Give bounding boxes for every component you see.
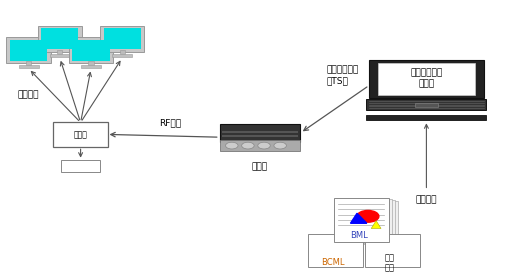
FancyBboxPatch shape bbox=[53, 122, 108, 147]
FancyBboxPatch shape bbox=[103, 28, 141, 49]
FancyBboxPatch shape bbox=[378, 64, 475, 95]
FancyBboxPatch shape bbox=[308, 234, 363, 267]
Text: ・エンコード
・TS化: ・エンコード ・TS化 bbox=[327, 66, 359, 85]
Text: 素材登録: 素材登録 bbox=[415, 196, 437, 205]
Text: RF出力: RF出力 bbox=[159, 118, 181, 127]
FancyBboxPatch shape bbox=[343, 201, 398, 244]
FancyBboxPatch shape bbox=[365, 234, 420, 267]
FancyBboxPatch shape bbox=[100, 26, 144, 52]
FancyBboxPatch shape bbox=[72, 39, 110, 60]
FancyBboxPatch shape bbox=[10, 39, 47, 60]
FancyBboxPatch shape bbox=[38, 26, 82, 52]
Text: BML: BML bbox=[350, 231, 368, 240]
FancyBboxPatch shape bbox=[222, 135, 298, 137]
FancyBboxPatch shape bbox=[222, 131, 298, 133]
FancyBboxPatch shape bbox=[50, 54, 70, 57]
FancyBboxPatch shape bbox=[337, 199, 392, 242]
FancyBboxPatch shape bbox=[41, 28, 79, 49]
FancyBboxPatch shape bbox=[6, 37, 51, 63]
Circle shape bbox=[274, 142, 287, 149]
FancyBboxPatch shape bbox=[369, 60, 484, 98]
Circle shape bbox=[258, 142, 270, 149]
FancyBboxPatch shape bbox=[88, 61, 94, 66]
FancyBboxPatch shape bbox=[112, 54, 132, 57]
Text: エンコーダー
ソフト: エンコーダー ソフト bbox=[410, 69, 443, 88]
FancyBboxPatch shape bbox=[61, 160, 100, 172]
Text: 変調器: 変調器 bbox=[252, 162, 268, 171]
FancyBboxPatch shape bbox=[81, 65, 101, 68]
FancyBboxPatch shape bbox=[334, 198, 389, 241]
Circle shape bbox=[242, 142, 254, 149]
FancyBboxPatch shape bbox=[57, 50, 62, 55]
Polygon shape bbox=[350, 213, 367, 223]
Text: 動画
素材: 動画 素材 bbox=[385, 253, 395, 272]
FancyBboxPatch shape bbox=[366, 115, 486, 120]
FancyBboxPatch shape bbox=[120, 50, 125, 55]
FancyBboxPatch shape bbox=[340, 200, 395, 243]
Text: 分配器: 分配器 bbox=[74, 130, 87, 139]
FancyBboxPatch shape bbox=[69, 37, 113, 63]
FancyBboxPatch shape bbox=[366, 99, 486, 110]
FancyBboxPatch shape bbox=[19, 65, 38, 68]
FancyBboxPatch shape bbox=[219, 124, 301, 142]
FancyBboxPatch shape bbox=[219, 140, 301, 151]
FancyBboxPatch shape bbox=[415, 103, 438, 107]
FancyBboxPatch shape bbox=[26, 61, 31, 66]
Text: 固定受信: 固定受信 bbox=[18, 91, 40, 100]
Circle shape bbox=[226, 142, 238, 149]
Circle shape bbox=[357, 211, 379, 222]
Polygon shape bbox=[371, 221, 381, 228]
Text: BCML: BCML bbox=[321, 258, 344, 267]
